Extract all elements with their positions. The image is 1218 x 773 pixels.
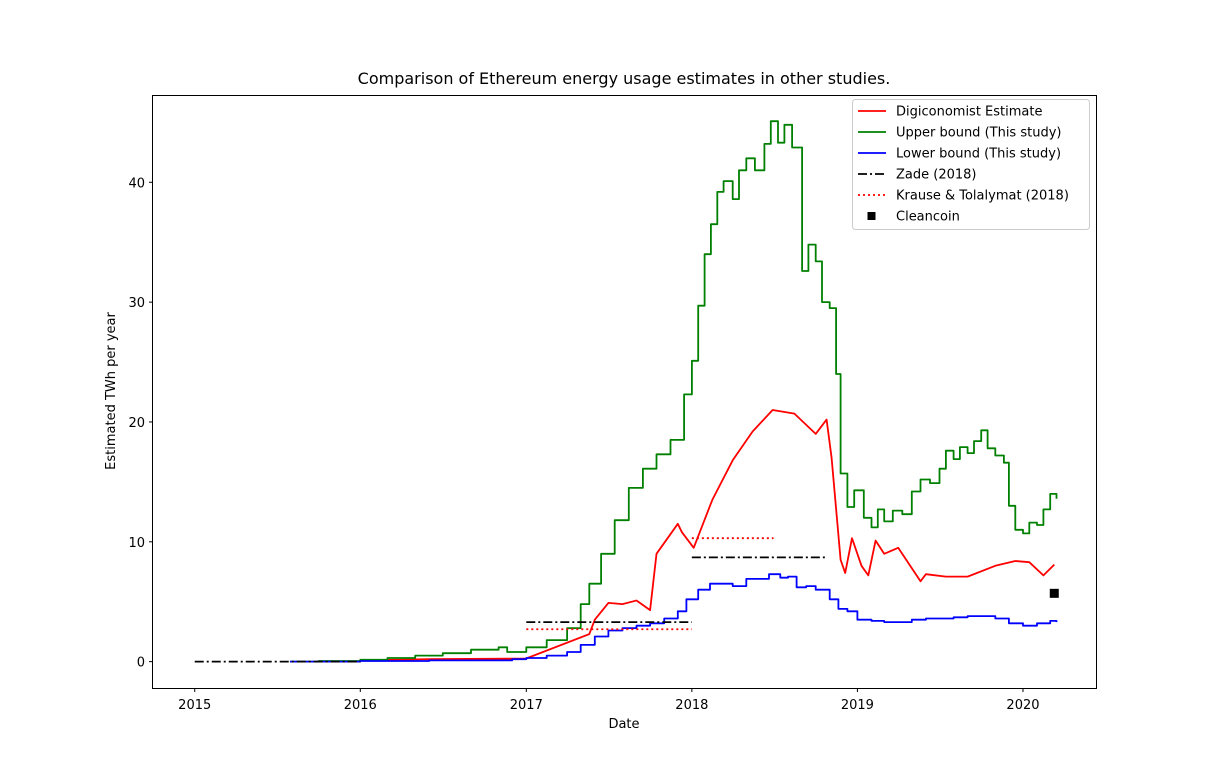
y-tick-label: 0 — [137, 656, 145, 671]
x-tick-label: 2018 — [675, 698, 708, 713]
y-tick-label: 20 — [128, 416, 145, 431]
legend-label-krause-tolalymat-2018: Krause & Tolalymat (2018) — [896, 189, 1069, 204]
x-tick-label: 2016 — [344, 698, 377, 713]
x-tick-label: 2020 — [1006, 698, 1039, 713]
x-tick-label: 2019 — [841, 698, 874, 713]
legend-label-zade-2018: Zade (2018) — [896, 168, 976, 183]
legend-label-lower-bound-this-study: Lower bound (This study) — [896, 147, 1061, 162]
series-line-upper-bound-this-study — [290, 120, 1058, 663]
legend-label-upper-bound-this-study: Upper bound (This study) — [896, 126, 1061, 141]
y-tick-label: 30 — [128, 296, 145, 311]
legend-label-cleancoin: Cleancoin — [896, 210, 960, 225]
legend: Digiconomist Estimate Upper bound (This s… — [852, 99, 1090, 230]
x-tick-label: 2017 — [510, 698, 543, 713]
y-tick-label: 10 — [128, 536, 145, 551]
legend-label-digiconomist-estimate: Digiconomist Estimate — [896, 105, 1042, 120]
axes-frame — [152, 95, 1097, 689]
series-line-digiconomist-estimate — [360, 409, 1055, 662]
legend-swatch-cleancoin — [867, 212, 876, 220]
x-axis-title: Date — [608, 717, 639, 732]
chart-title: Comparison of Ethereum energy usage esti… — [358, 69, 891, 88]
x-tick-label: 2015 — [178, 698, 211, 713]
axis-ticks: 2015 2016 2017 2018 2019 2020 0 10 20 30 40 — [128, 176, 1039, 713]
legend-box — [852, 99, 1090, 230]
y-tick-label: 40 — [128, 176, 145, 191]
plot-area — [194, 120, 1059, 663]
y-axis-title: Estimated TWh per year — [104, 311, 119, 469]
marker-cleancoin-0 — [1049, 588, 1059, 598]
series-line-lower-bound-this-study — [290, 573, 1058, 663]
